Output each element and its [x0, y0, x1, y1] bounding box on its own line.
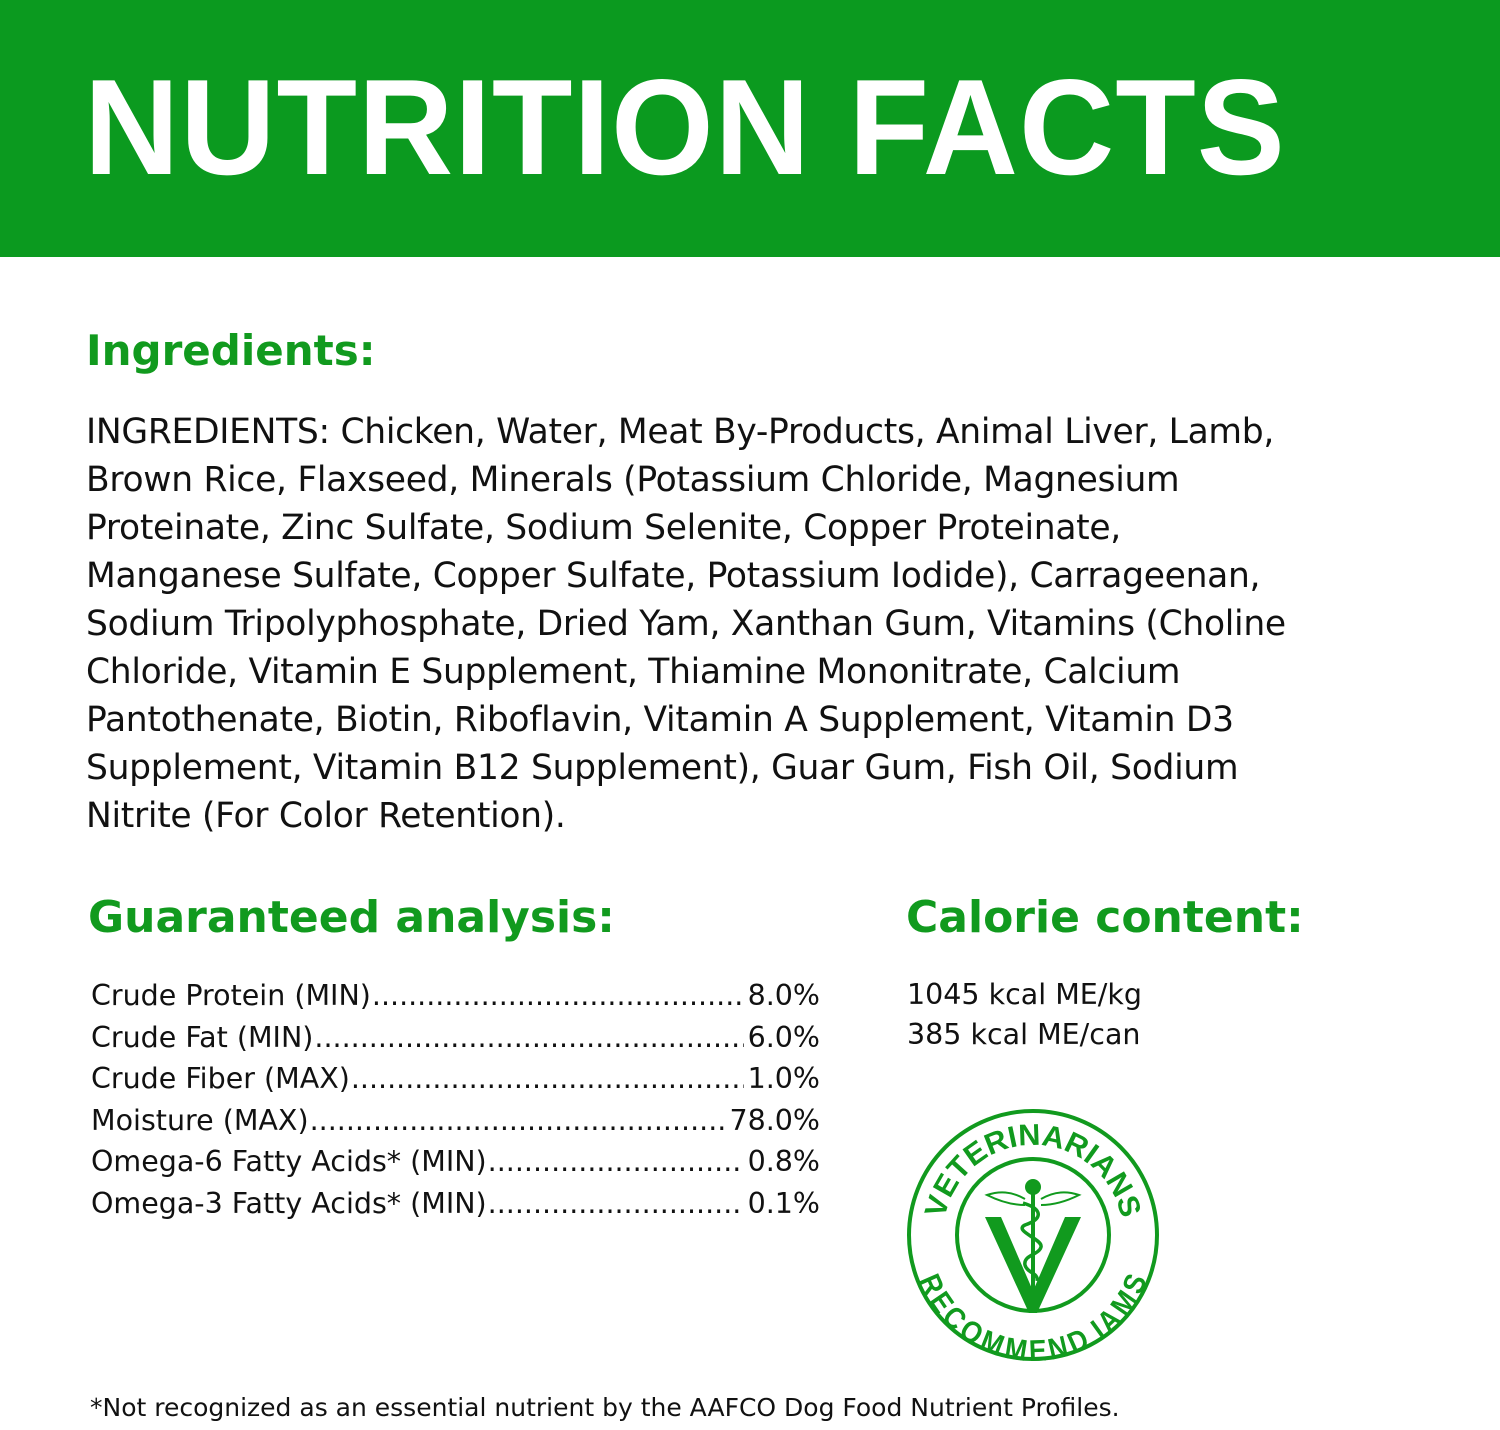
- guaranteed-analysis-heading: Guaranteed analysis:: [88, 892, 615, 943]
- analysis-row: Moisture (MAX) 78.0%: [91, 1100, 820, 1142]
- calorie-content: 1045 kcal ME/kg 385 kcal ME/can: [907, 975, 1142, 1055]
- analysis-label: Crude Fat (MIN): [91, 1020, 314, 1054]
- ingredients-line: Nitrite (For Color Retention).: [86, 796, 566, 836]
- analysis-row: Crude Fat (MIN) 6.0%: [91, 1017, 820, 1059]
- analysis-label: Omega-6 Fatty Acids* (MIN): [91, 1145, 487, 1179]
- veterinarians-recommend-seal: VETERINARIANS RECOMMEND IAMS: [907, 1109, 1159, 1365]
- analysis-row: Crude Protein (MIN) 8.0%: [91, 975, 820, 1017]
- calorie-line: 1045 kcal ME/kg: [907, 978, 1142, 1011]
- calorie-content-heading: Calorie content:: [906, 892, 1304, 943]
- calorie-line: 385 kcal ME/can: [907, 1018, 1141, 1051]
- analysis-label: Moisture (MAX): [91, 1103, 309, 1137]
- ingredients-line: Proteinate, Zinc Sulfate, Sodium Selenit…: [86, 508, 1121, 548]
- analysis-row: Omega-3 Fatty Acids* (MIN) 0.1%: [91, 1183, 820, 1225]
- page-title: NUTRITION FACTS: [84, 51, 1286, 203]
- analysis-row: Crude Fiber (MAX) 1.0%: [91, 1058, 820, 1100]
- analysis-row: Omega-6 Fatty Acids* (MIN) 0.8%: [91, 1141, 820, 1183]
- analysis-value: 1.0%: [747, 1062, 820, 1096]
- dot-leader: [488, 1183, 744, 1225]
- ingredients-line: Manganese Sulfate, Copper Sulfate, Potas…: [86, 556, 1261, 596]
- dot-leader: [310, 1100, 726, 1142]
- ingredients-line: Supplement, Vitamin B12 Supplement), Gua…: [86, 748, 1239, 788]
- footnote: *Not recognized as an essential nutrient…: [90, 1393, 1120, 1422]
- ingredients-heading: Ingredients:: [86, 326, 376, 375]
- ingredients-line: Chloride, Vitamin E Supplement, Thiamine…: [86, 652, 1181, 692]
- header-banner: NUTRITION FACTS: [0, 0, 1500, 257]
- dot-leader: [314, 1017, 743, 1059]
- analysis-value: 8.0%: [747, 979, 820, 1012]
- analysis-value: 0.8%: [747, 1145, 820, 1179]
- ingredients-text: INGREDIENTS: Chicken, Water, Meat By-Pro…: [86, 408, 1286, 840]
- dot-leader: [372, 975, 744, 1017]
- guaranteed-analysis-table: Crude Protein (MIN) 8.0% Crude Fat (MIN) 6…: [91, 975, 820, 1225]
- analysis-value: 6.0%: [747, 1020, 820, 1054]
- ingredients-line: INGREDIENTS: Chicken, Water, Meat By-Pro…: [86, 412, 1275, 452]
- ingredients-line: Brown Rice, Flaxseed, Minerals (Potassiu…: [86, 460, 1180, 500]
- analysis-value: 0.1%: [747, 1186, 820, 1220]
- analysis-label: Crude Protein (MIN): [91, 979, 371, 1012]
- analysis-label: Crude Fiber (MAX): [91, 1062, 350, 1096]
- ingredients-line: Pantothenate, Biotin, Riboflavin, Vitami…: [86, 700, 1234, 740]
- dot-leader: [351, 1058, 744, 1100]
- analysis-value: 78.0%: [729, 1103, 820, 1137]
- analysis-label: Omega-3 Fatty Acids* (MIN): [91, 1186, 487, 1220]
- seal-outer-ring: [907, 1109, 1159, 1361]
- caduceus-v-icon: [984, 1179, 1082, 1313]
- ingredients-line: Sodium Tripolyphosphate, Dried Yam, Xant…: [86, 604, 1286, 644]
- dot-leader: [488, 1141, 744, 1183]
